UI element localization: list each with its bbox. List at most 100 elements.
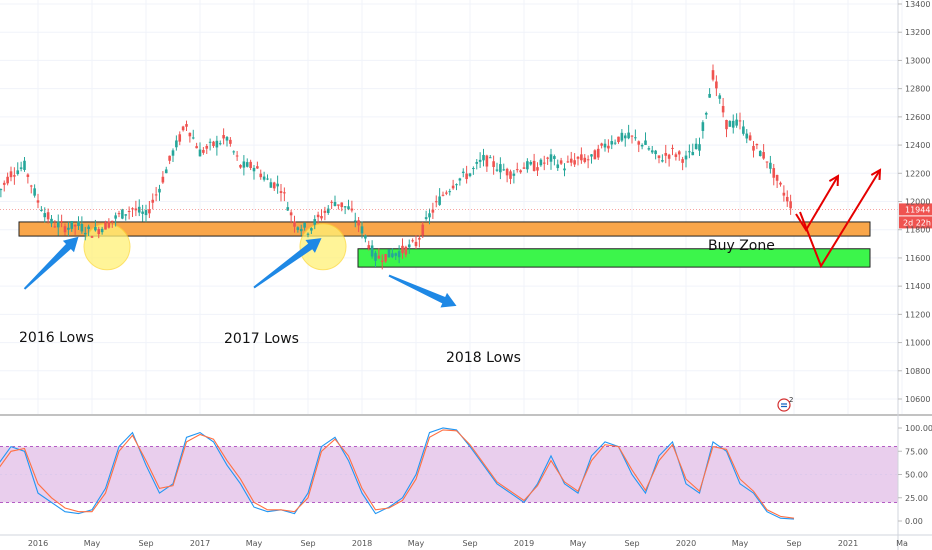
candle-body xyxy=(738,120,742,122)
candle-body xyxy=(532,160,536,171)
candle xyxy=(661,154,664,163)
time-tick-label: Sep xyxy=(300,539,315,548)
candle-body xyxy=(23,160,26,170)
candle-body xyxy=(613,142,617,144)
candle-body xyxy=(580,154,583,161)
annotation-label: Buy Zone xyxy=(708,238,775,254)
candle-body xyxy=(590,154,593,157)
candle-body xyxy=(323,210,327,213)
candle xyxy=(721,97,725,118)
alert-icon[interactable]: 2 xyxy=(777,396,793,412)
candle xyxy=(330,200,333,210)
candle-body xyxy=(434,201,438,203)
forecast-path xyxy=(799,168,882,269)
candle xyxy=(212,140,215,148)
candle xyxy=(424,210,428,221)
candle-body xyxy=(661,160,664,162)
candle xyxy=(9,166,13,182)
candle xyxy=(205,144,209,155)
candle-body xyxy=(593,150,597,160)
candle xyxy=(262,171,266,182)
candle xyxy=(418,235,421,248)
candle xyxy=(107,218,111,229)
candle xyxy=(370,240,374,259)
candle xyxy=(384,253,387,263)
candle-body xyxy=(63,226,67,233)
candle xyxy=(326,205,330,215)
arrow xyxy=(23,236,79,290)
candle xyxy=(202,147,205,155)
price-tick-label: 13200 xyxy=(905,28,930,37)
arrow xyxy=(388,274,457,308)
candle-body xyxy=(671,147,674,149)
candle-body xyxy=(394,253,398,256)
arrows xyxy=(23,236,457,308)
candle xyxy=(728,120,732,127)
candle-body xyxy=(482,154,485,161)
price-tick-label: 12600 xyxy=(905,113,930,122)
annotation-label: 2018 Lows xyxy=(446,350,521,366)
candle-body xyxy=(175,140,178,148)
candle-body xyxy=(191,137,195,139)
candle-body xyxy=(127,210,131,212)
candle xyxy=(718,93,722,104)
candle xyxy=(222,128,225,145)
candle xyxy=(16,162,20,176)
candle-body xyxy=(50,218,53,224)
candle xyxy=(124,214,128,221)
candle xyxy=(583,154,587,164)
candle xyxy=(26,173,30,184)
candle xyxy=(175,135,178,151)
candle xyxy=(664,144,668,164)
candle-body xyxy=(377,255,381,259)
candle-body xyxy=(765,161,769,163)
candle-body xyxy=(475,162,479,164)
candle xyxy=(488,155,492,159)
candle-body xyxy=(97,229,101,235)
candle xyxy=(505,167,509,183)
oscillator xyxy=(0,427,795,520)
candle xyxy=(434,195,438,208)
candle-body xyxy=(94,227,97,231)
candle-body xyxy=(387,249,391,258)
time-tick-label: Sep xyxy=(624,539,639,548)
candle-body xyxy=(411,240,414,242)
candle xyxy=(208,138,212,151)
time-tick-label: Sep xyxy=(786,539,801,548)
candle-body xyxy=(610,141,614,145)
candle xyxy=(110,220,114,228)
candle-body xyxy=(637,141,641,145)
candle-body xyxy=(505,168,509,176)
candle-body xyxy=(370,245,374,257)
candle-body xyxy=(148,209,151,214)
candle-body xyxy=(178,134,182,142)
candle xyxy=(620,129,624,143)
candle-body xyxy=(80,223,84,232)
buy-zone xyxy=(357,248,871,268)
candle xyxy=(431,202,435,219)
candle-body xyxy=(252,167,256,172)
candle-body xyxy=(222,135,225,139)
candle xyxy=(178,131,182,146)
candle xyxy=(191,129,195,140)
candle xyxy=(411,238,414,243)
candle xyxy=(465,165,468,184)
candle-body xyxy=(310,228,313,231)
candle xyxy=(515,162,519,173)
candle-body xyxy=(242,161,246,168)
candle xyxy=(397,245,401,264)
candle xyxy=(360,221,364,239)
svg-text:2: 2 xyxy=(789,396,793,404)
candle-body xyxy=(549,154,553,162)
candle xyxy=(40,206,43,212)
candle xyxy=(590,154,593,164)
candle xyxy=(141,204,144,222)
candle xyxy=(53,220,57,228)
candle xyxy=(593,149,597,160)
candle-body xyxy=(316,214,320,218)
candle-body xyxy=(688,151,691,153)
candle xyxy=(293,215,296,233)
candle-body xyxy=(424,217,428,219)
candle-body xyxy=(107,221,111,228)
candle-body xyxy=(202,149,205,153)
